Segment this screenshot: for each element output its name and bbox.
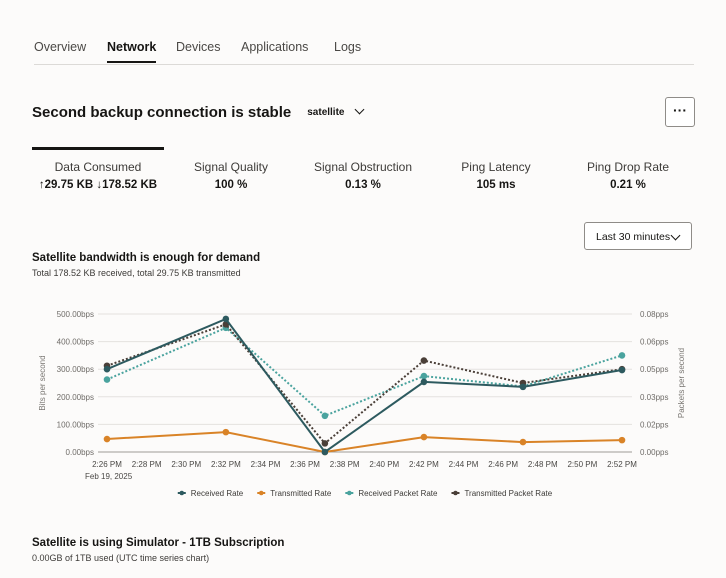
y2-axis-title: Packets per second [677,348,686,418]
y-axis-title: Bits per second [38,355,47,410]
tab-applications[interactable]: Applications [241,40,309,54]
metric-label: Signal Obstruction [313,160,413,174]
x-date-label: Feb 19, 2025 [85,472,133,481]
title-row: Second backup connection is stable satel… [32,104,365,121]
data-point [618,366,626,374]
metric-signal-quality: Signal Quality 100 % [166,160,296,191]
y2-tick-label: 0.03pps [640,393,668,402]
x-tick-label: 2:44 PM [449,460,479,469]
data-point [420,433,428,441]
time-range-value: Last 30 minutes [596,231,671,243]
legend-item: Transmitted Rate [270,489,332,498]
tab-network[interactable]: Network [107,40,157,63]
data-point [321,412,329,420]
y2-tick-label: 0.06pps [640,338,668,347]
connection-select[interactable]: satellite [307,104,365,118]
y2-tick-label: 0.02pps [640,420,668,429]
y-tick-label: 100.00bps [57,420,94,429]
y2-tick-label: 0.05pps [640,365,668,374]
metric-value: 100 % [214,179,248,191]
x-tick-label: 2:48 PM [528,460,558,469]
metric-value: 0.21 % [610,179,646,191]
chevron-down-icon [670,230,681,241]
metric-label: Signal Quality [193,160,269,174]
legend-marker [453,490,458,496]
series-line [106,323,623,445]
page-title: Second backup connection is stable [32,104,292,121]
series-line [106,431,623,454]
series-line [106,326,623,417]
legend-marker [179,490,185,496]
metric-value: ↑29.75 KB ↓178.52 KB [38,179,158,191]
x-tick-label: 2:26 PM [92,460,122,469]
x-tick-label: 2:32 PM [211,460,241,469]
metric-ping-latency: Ping Latency 105 ms [431,160,561,191]
data-point [321,448,329,456]
metric-label: Ping Latency [461,160,531,174]
y-tick-label: 500.00bps [57,310,94,319]
data-point [103,365,111,373]
bandwidth-subtitle: Total 178.52 KB received, total 29.75 KB… [32,268,241,278]
data-point [519,383,527,391]
metric-label: Ping Drop Rate [586,160,670,174]
data-point [103,376,111,383]
data-point [420,372,428,380]
data-point [103,435,111,443]
legend-item: Transmitted Packet Rate [464,489,552,498]
metric-selected-indicator [32,147,164,150]
data-point [618,436,626,444]
more-options-button[interactable]: ··· [665,97,695,127]
x-tick-label: 2:30 PM [171,460,201,469]
metric-label: Data Consumed [54,160,142,174]
x-tick-label: 2:36 PM [290,460,320,469]
data-point [321,440,329,447]
y-tick-label: 300.00bps [57,365,94,374]
x-tick-label: 2:34 PM [251,460,281,469]
tab-devices[interactable]: Devices [176,40,221,54]
data-point [618,352,626,359]
metric-value: 0.13 % [345,179,381,191]
time-range-select[interactable]: Last 30 minutes [584,222,692,250]
x-tick-label: 2:28 PM [132,460,162,469]
x-tick-label: 2:46 PM [488,460,518,469]
y2-tick-label: 0.08pps [640,310,668,319]
y-tick-label: 400.00bps [57,338,94,347]
data-point [222,315,230,323]
data-point [420,378,428,386]
legend-item: Received Packet Rate [358,489,438,498]
legend-marker [258,490,264,496]
data-point [519,438,527,446]
x-tick-label: 2:50 PM [567,460,597,469]
metric-signal-obstruction: Signal Obstruction 0.13 % [298,160,428,191]
tab-divider [34,64,694,65]
connection-select-value: satellite [307,107,345,118]
legend-item: Received Rate [191,489,244,498]
tab-overview[interactable]: Overview [34,40,87,54]
series-line [106,317,623,454]
metric-ping-drop-rate: Ping Drop Rate 0.21 % [563,160,693,191]
tab-logs[interactable]: Logs [334,40,362,54]
subscription-title: Satellite is using Simulator - 1TB Subsc… [32,537,285,549]
data-point [222,428,230,436]
chevron-down-icon [355,104,365,115]
metric-value: 105 ms [476,179,516,191]
y-tick-label: 0.00bps [66,448,94,457]
bandwidth-title: Satellite bandwidth is enough for demand [32,252,261,264]
y2-tick-label: 0.00pps [640,448,668,457]
x-tick-label: 2:42 PM [409,460,439,469]
x-tick-label: 2:40 PM [369,460,399,469]
x-tick-label: 2:38 PM [330,460,360,469]
x-tick-label: 2:52 PM [607,460,637,469]
y-tick-label: 200.00bps [57,393,94,402]
bandwidth-chart: 0.00bps 0.00pps 100.00bps 0.02pps 200.00bps 0… [38,310,686,498]
subscription-subtitle: 0.00GB of 1TB used (UTC time series char… [32,553,210,563]
data-point [420,357,428,364]
metric-data-consumed: Data Consumed ↑29.75 KB ↓178.52 KB [33,160,163,191]
legend-marker [347,490,352,496]
